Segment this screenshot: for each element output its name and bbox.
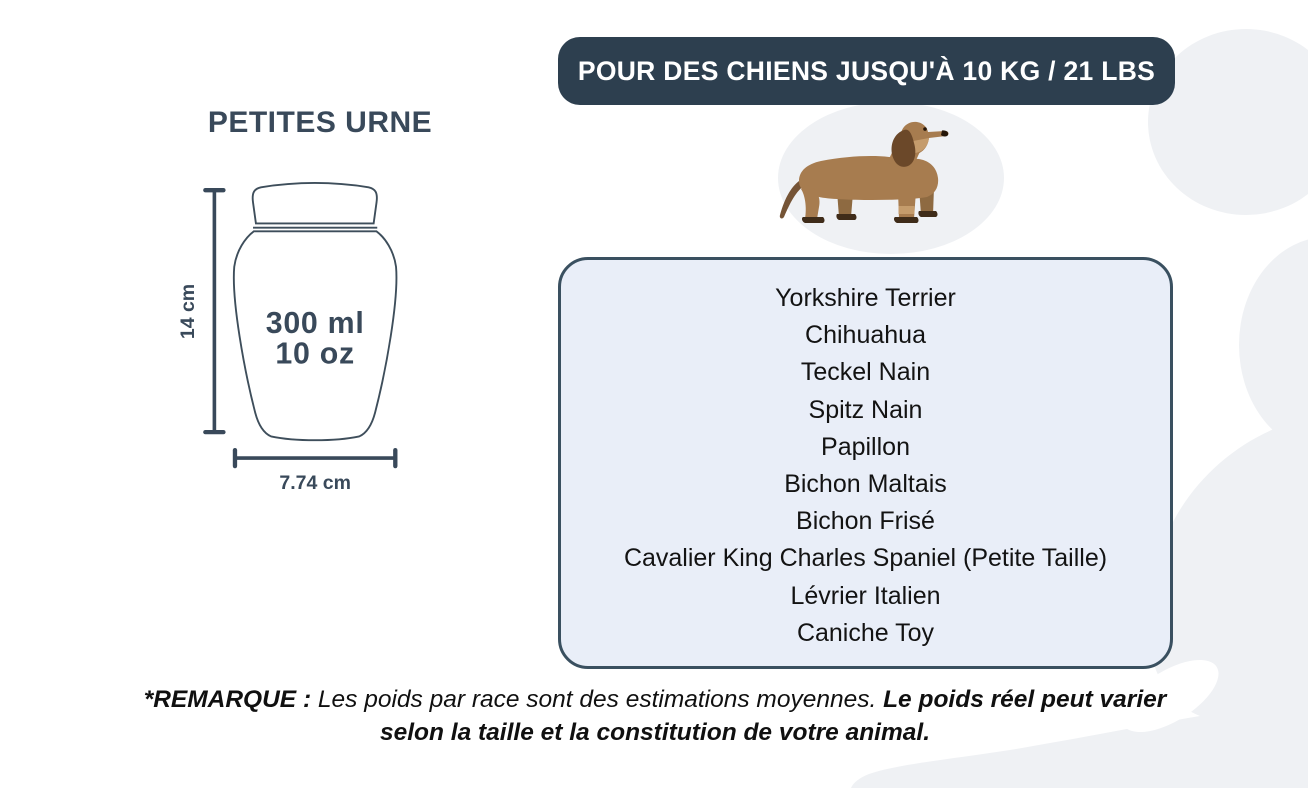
- urn-title: PETITES URNE: [207, 106, 433, 139]
- paw-toe-shape: [1239, 239, 1308, 451]
- breed-list-item: Teckel Nain: [800, 358, 931, 387]
- width-measure-line: [232, 447, 398, 469]
- height-measure-label: 14 cm: [177, 284, 199, 339]
- width-measure-label: 7.74 cm: [279, 472, 351, 494]
- paw-pad-notch: [1121, 659, 1219, 733]
- breed-list-item: Bichon Maltais: [784, 470, 947, 499]
- urn-volume-ml: 300 ml: [266, 307, 365, 340]
- breed-list-item: Spitz Nain: [808, 395, 923, 424]
- breed-list-item: Yorkshire Terrier: [775, 284, 956, 312]
- breed-list-item: Lévrier Italien: [790, 581, 941, 610]
- weight-limit-banner: POUR DES CHIENS JUSQU'À 10 KG / 21 LBS: [558, 37, 1175, 105]
- paw-toe-shape: [1148, 29, 1308, 215]
- footer-note: *REMARQUE : Les poids par race sont des …: [124, 684, 1186, 749]
- note-prefix: *REMARQUE :: [143, 686, 312, 713]
- breed-list-item: Chihuahua: [805, 321, 926, 350]
- urn-body: [232, 230, 398, 442]
- breed-list-item: Papillon: [821, 432, 910, 461]
- urn-diagram: 14 cm 300 ml 10 oz 7.74 cm: [177, 182, 398, 494]
- urn-volume-oz: 10 oz: [275, 338, 354, 371]
- weight-limit-label: POUR DES CHIENS JUSQU'À 10 KG / 21 LBS: [577, 55, 1156, 86]
- breed-list-item: Caniche Toy: [796, 618, 935, 647]
- breed-list-item: Bichon Frisé: [796, 507, 935, 536]
- breed-list-item: Cavalier King Charles Spaniel (Petite Ta…: [623, 544, 1108, 573]
- note-emphasis: Le poids réel peut varier selon la taill…: [379, 686, 1167, 746]
- breeds-list-box: Yorkshire Terrier Chihuahua Teckel Nain …: [558, 257, 1173, 669]
- height-measure-line: [203, 188, 226, 435]
- note-body: Les poids par race sont des estimations …: [317, 686, 877, 713]
- urn-lid: [251, 182, 378, 225]
- dachshund-icon: [779, 121, 949, 223]
